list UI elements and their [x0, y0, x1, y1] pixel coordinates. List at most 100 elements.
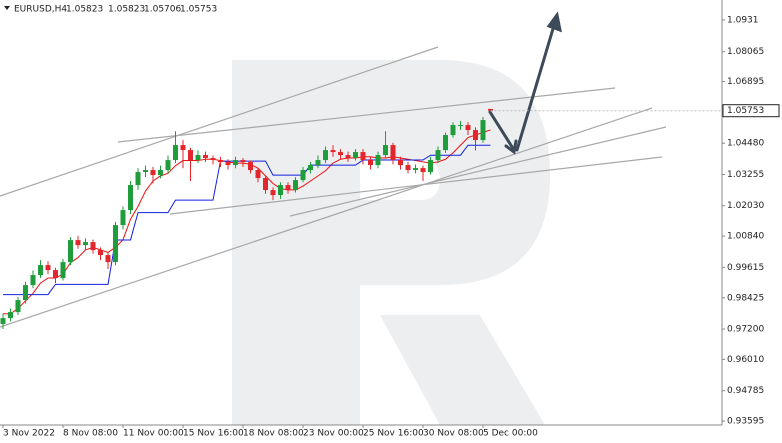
candle-body: [165, 160, 171, 171]
candle-body: [98, 250, 103, 256]
candle-body: [383, 145, 388, 156]
candle-body: [53, 270, 58, 279]
candle-body: [30, 275, 36, 286]
candle-body: [428, 160, 433, 173]
candle-body: [150, 170, 156, 176]
x-tick-label: 15 Nov 16:00: [183, 429, 244, 439]
candle-body: [188, 150, 193, 161]
ohlc-low: 1.05706: [144, 5, 181, 15]
candle-body: [45, 265, 51, 271]
candle-body: [300, 170, 306, 181]
candle-body: [68, 240, 73, 263]
forecast-arrow: [488, 11, 562, 155]
y-tick-label: 1.06895: [727, 77, 764, 87]
candle-body: [270, 190, 276, 196]
candle-body: [435, 150, 441, 161]
watermark: [232, 60, 550, 425]
candle-body: [195, 155, 201, 161]
candle-body: [375, 155, 381, 166]
candle-body: [113, 225, 118, 263]
menu-icon[interactable]: [4, 6, 10, 10]
candle-body: [233, 160, 238, 166]
candle-body: [83, 242, 88, 246]
candle-body: [60, 262, 66, 279]
candle-body: [330, 150, 336, 153]
last-price-label: 1.05753: [727, 106, 764, 116]
candle-body: [210, 158, 216, 161]
candle-body: [128, 185, 133, 211]
candle-body: [480, 120, 486, 141]
y-tick-label: 1.08065: [727, 47, 764, 57]
y-tick-label: 0.97200: [727, 325, 764, 335]
candle-body: [143, 170, 148, 173]
candle-body: [458, 125, 463, 127]
candle-body: [248, 162, 253, 171]
candle-body: [120, 210, 126, 226]
candle-body: [23, 285, 28, 301]
candle-body: [368, 160, 373, 166]
candle-body: [263, 178, 268, 191]
candle-body: [420, 168, 426, 173]
candle-body: [413, 168, 418, 171]
candle-body: [473, 130, 478, 141]
y-tick-label: 0.93595: [727, 417, 764, 427]
candle-body: [293, 180, 298, 191]
y-tick-label: 0.96010: [727, 355, 764, 365]
candle-body: [105, 255, 111, 263]
candle-body: [255, 170, 261, 179]
x-tick-label: 30 Nov 08:00: [423, 429, 484, 439]
candle-body: [203, 155, 208, 159]
candle-body: [353, 152, 358, 159]
candle-body: [240, 160, 246, 163]
x-tick-label: 8 Nov 08:00: [63, 429, 118, 439]
candle-body: [218, 160, 223, 163]
x-tick-label: 3 Nov 2022: [3, 429, 55, 439]
candle-body: [8, 312, 13, 319]
y-tick-label: 0.99615: [727, 263, 764, 273]
candle-body: [15, 300, 21, 313]
x-tick-label: 11 Nov 00:00: [123, 429, 184, 439]
y-tick-label: 1.00840: [727, 232, 764, 242]
candle-body: [443, 135, 448, 151]
candle-body: [278, 185, 283, 196]
candle-body: [308, 165, 313, 171]
x-tick-label: 25 Nov 16:00: [363, 429, 424, 439]
candle-body: [38, 265, 43, 276]
y-tick-label: 1.03255: [727, 170, 764, 180]
candle-body: [0, 318, 6, 324]
candle-body: [158, 170, 163, 176]
candle-body: [450, 125, 456, 136]
x-tick-label: 23 Nov 00:00: [303, 429, 364, 439]
trendlines: [0, 46, 667, 328]
candle-body: [180, 145, 186, 151]
candle-body: [405, 165, 411, 171]
y-tick-label: 0.94785: [727, 386, 764, 396]
candle-body: [488, 108, 493, 111]
candle-body: [345, 155, 351, 159]
ohlc-high: 1.05823: [108, 5, 145, 15]
candle-body: [173, 145, 178, 161]
x-tick-label: 5 Dec 00:00: [483, 429, 538, 439]
y-tick-label: 1.02030: [727, 201, 764, 211]
last-price-box: [722, 104, 780, 118]
ohlc-open: 1.05823: [66, 5, 103, 15]
candle-body: [360, 152, 366, 161]
y-tick-label: 0.98425: [727, 293, 764, 303]
candle-body: [90, 242, 96, 251]
candle-body: [135, 172, 141, 186]
indicator-line: [3, 129, 491, 315]
y-tick-label: 1.0931: [727, 15, 759, 25]
candle-body: [285, 185, 291, 191]
candle-body: [398, 160, 403, 166]
candle-body: [323, 150, 328, 161]
candle-body: [390, 145, 396, 161]
candle-body: [75, 240, 81, 246]
candle-body: [338, 152, 343, 156]
candle-body: [315, 160, 321, 166]
symbol: EURUSD,H4: [14, 5, 67, 15]
x-tick-label: 18 Nov 08:00: [243, 429, 304, 439]
y-tick-label: 1.04480: [727, 139, 764, 149]
candle-body: [465, 125, 471, 131]
indicator-line: [3, 144, 491, 296]
